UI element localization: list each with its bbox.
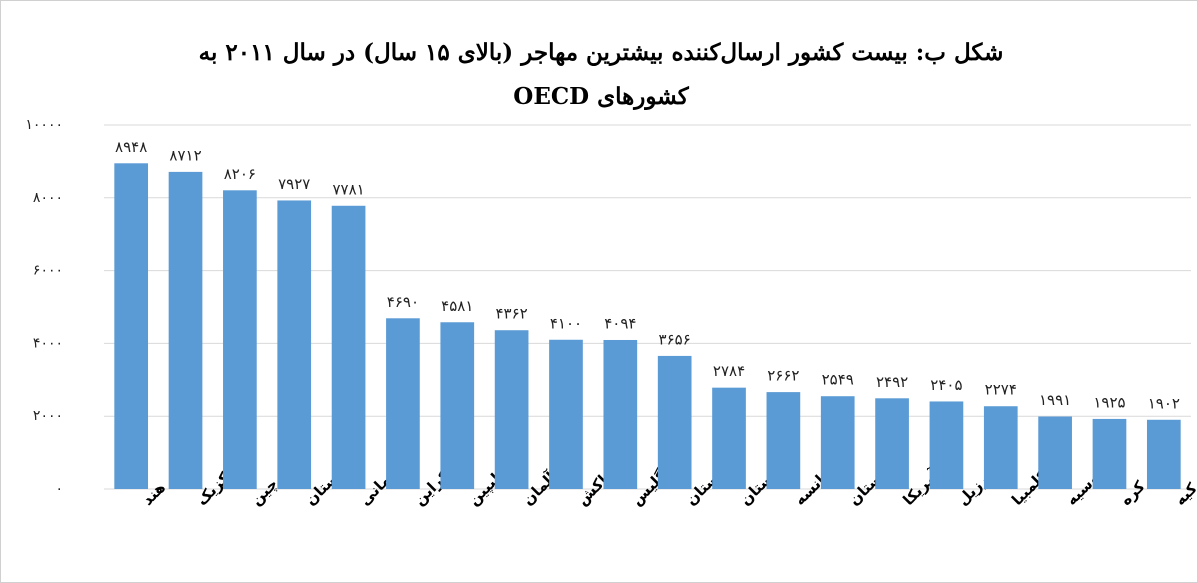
bar — [331, 205, 366, 489]
data-label: ۴۱۰۰ — [550, 314, 582, 332]
data-label: ۱۹۹۱ — [1039, 391, 1071, 409]
bar — [1092, 418, 1127, 489]
data-label: ۴۳۶۲ — [496, 305, 528, 323]
bar — [875, 398, 909, 489]
data-label: ۸۲۰۶ — [224, 165, 256, 183]
y-tick-label: ۲۰۰۰ — [33, 408, 63, 424]
bar — [1146, 419, 1181, 489]
data-label: ۱۹۲۵ — [1093, 393, 1125, 411]
data-label: ۱۹۰۲ — [1148, 394, 1180, 412]
y-tick-label: ۸۰۰۰ — [33, 190, 63, 206]
bar — [277, 200, 312, 489]
bar — [766, 392, 801, 489]
bar — [386, 318, 420, 489]
data-label: ۲۴۹۲ — [876, 373, 908, 391]
data-label: ۲۲۷۴ — [985, 381, 1017, 399]
data-label: ۸۹۴۸ — [115, 138, 147, 156]
data-label: ۲۷۸۴ — [713, 362, 745, 380]
bar — [983, 406, 1018, 489]
data-label: ۳۶۵۶ — [659, 330, 691, 348]
data-label: ۲۴۰۵ — [930, 376, 962, 394]
bar — [603, 339, 638, 489]
bar — [168, 171, 203, 490]
bar — [1038, 416, 1072, 489]
y-tick-label: ۴۰۰۰ — [33, 335, 63, 351]
bar — [549, 339, 583, 489]
data-label: ۴۶۹۰ — [387, 293, 419, 311]
data-label: ۴۰۹۴ — [604, 314, 636, 332]
bar — [114, 163, 149, 490]
bar — [223, 190, 257, 489]
bar — [712, 387, 746, 489]
data-label: ۲۶۶۲ — [767, 367, 799, 385]
bar — [440, 322, 475, 489]
y-tick-label: ۱۰۰۰۰ — [25, 117, 63, 133]
bar — [820, 396, 855, 489]
bar — [494, 330, 529, 489]
y-tick-label: ۶۰۰۰ — [33, 263, 63, 279]
chart-title: شکل ب: بیست کشور ارسال‌کننده بیشترین مها… — [198, 39, 1004, 110]
data-label: ۷۹۲۷ — [278, 175, 310, 193]
data-label: ۸۷۱۲ — [169, 146, 201, 164]
data-label: ۴۵۸۱ — [441, 297, 473, 315]
data-label: ۷۷۸۱ — [332, 180, 364, 198]
data-label: ۲۵۴۹ — [822, 371, 854, 389]
y-tick-label: ۰ — [55, 481, 63, 497]
bar — [657, 355, 692, 489]
bar — [929, 401, 964, 489]
